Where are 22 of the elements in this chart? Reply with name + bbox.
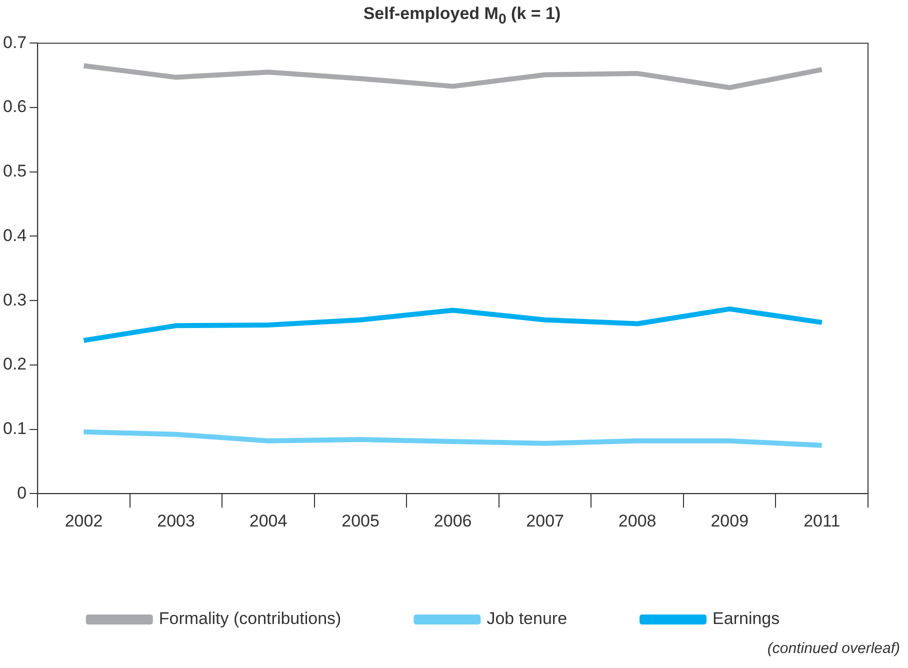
text: (continued overleaf) <box>767 640 900 657</box>
legend-label: Job tenure <box>486 609 568 628</box>
y-tick-label: 0 <box>17 483 27 502</box>
legend-label: Formality (contributions) <box>158 609 342 628</box>
y-tick-label: 0.4 <box>2 226 27 245</box>
y-tick-label: 0.3 <box>2 290 27 310</box>
x-tick-label: 2003 <box>157 511 195 530</box>
y-tick-label: 0.5 <box>2 162 27 181</box>
x-tick-label: 2004 <box>249 511 288 530</box>
x-tick-label: 2011 <box>804 511 840 530</box>
y-tick-label: 0.6 <box>2 97 27 116</box>
x-tick-label: 2005 <box>342 511 380 530</box>
x-tick-label: 2008 <box>618 511 656 530</box>
y-tick-label: 0.7 <box>2 32 27 52</box>
chart-title: Self-employed M$_{0}$ (k = 1) <box>362 4 562 28</box>
x-tick-label: 2009 <box>710 511 749 530</box>
x-tick-label: 2002 <box>64 511 103 530</box>
y-tick-label: 0.1 <box>2 418 27 438</box>
y-tick-label: 0.2 <box>2 354 27 374</box>
x-tick-label: 2006 <box>434 511 472 530</box>
x-tick-label: 2007 <box>526 511 564 530</box>
legend-label: Earnings <box>712 609 780 628</box>
